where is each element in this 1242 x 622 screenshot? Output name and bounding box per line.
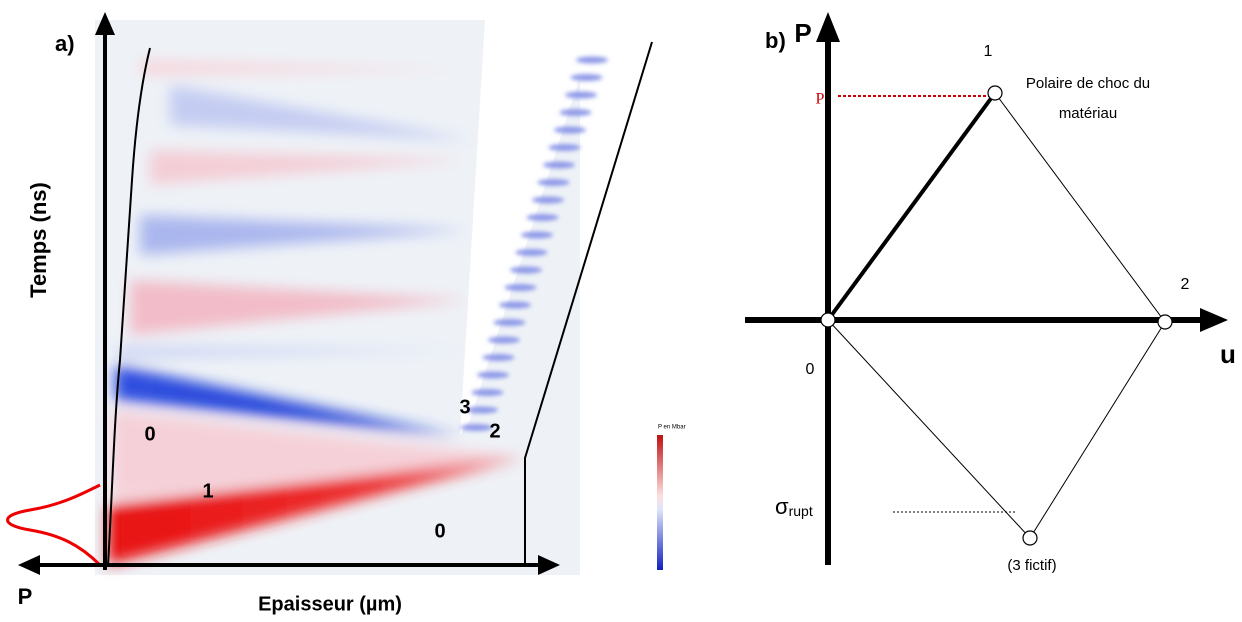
reverberation xyxy=(526,214,559,221)
region-label: 0 xyxy=(144,423,155,445)
color-bar xyxy=(657,435,663,570)
reverberation xyxy=(548,144,581,151)
arrow xyxy=(538,555,560,575)
wave xyxy=(130,280,470,335)
wave xyxy=(118,345,470,360)
free-surface xyxy=(107,47,151,566)
reverberation xyxy=(460,424,493,431)
region-label: 0 xyxy=(434,520,445,542)
arrow xyxy=(18,555,40,575)
region-label: 2 xyxy=(489,420,500,442)
region-label: 3 xyxy=(459,396,470,418)
reverberation xyxy=(504,284,537,291)
axis-label: Epaisseur (µm) xyxy=(258,593,402,615)
map-edge xyxy=(528,460,578,570)
state-point xyxy=(1157,314,1173,330)
shock-polar xyxy=(827,92,1166,539)
reverberation xyxy=(471,389,504,396)
point-label: 0 xyxy=(806,361,815,378)
wave xyxy=(170,85,475,140)
arrow xyxy=(816,12,840,42)
pressure-label: P xyxy=(816,91,825,108)
panel-label: b) xyxy=(765,28,786,53)
panel-label: a) xyxy=(55,31,75,56)
polar-label: Polaire de choc du xyxy=(1026,75,1150,92)
wave xyxy=(140,215,470,255)
pressure-label: P xyxy=(18,584,33,609)
arrow xyxy=(95,12,115,35)
reverberation xyxy=(493,319,526,326)
point-label: 2 xyxy=(1181,276,1190,293)
heat-map: P en Mbar xyxy=(95,20,686,575)
axis-label: u xyxy=(1220,339,1236,369)
reverberation xyxy=(576,56,608,64)
point-label: 1 xyxy=(984,43,993,60)
sigma-label: σrupt xyxy=(775,494,813,519)
void-region xyxy=(460,20,598,435)
rear-surface xyxy=(524,41,653,565)
pressure-pulse xyxy=(6,483,102,567)
sigma-subscript: rupt xyxy=(789,503,813,519)
reverberation xyxy=(510,266,542,274)
reverberation xyxy=(515,249,548,256)
reverberation xyxy=(532,196,564,204)
state-point xyxy=(820,312,836,328)
reverberation xyxy=(543,161,575,169)
region-label: 1 xyxy=(202,480,213,502)
shock-path xyxy=(826,91,997,322)
arrow xyxy=(1200,308,1228,332)
reverberation xyxy=(477,371,509,379)
legend-title: P en Mbar xyxy=(658,425,686,431)
axis-label: Temps (ns) xyxy=(26,182,51,298)
reverberation xyxy=(499,301,531,309)
reverberation xyxy=(559,109,592,116)
point-label: (3 fictif) xyxy=(1007,557,1056,574)
reverberation xyxy=(554,126,586,134)
reverberation xyxy=(537,179,570,186)
wave xyxy=(140,60,470,75)
compression-wave xyxy=(115,365,462,437)
state-point xyxy=(1022,530,1038,546)
state-point xyxy=(987,85,1003,101)
wave xyxy=(150,150,470,185)
reverberation xyxy=(565,91,597,99)
reverberation xyxy=(570,74,603,81)
sigma: σ xyxy=(775,494,789,519)
reverberation xyxy=(488,336,520,344)
axis-label: P xyxy=(794,18,811,48)
shock-wave xyxy=(108,457,525,565)
reverberation xyxy=(482,354,515,361)
reverberation xyxy=(466,406,498,414)
reverberation xyxy=(521,231,553,239)
wave xyxy=(112,410,520,500)
polar-label: matériau xyxy=(1059,105,1117,122)
